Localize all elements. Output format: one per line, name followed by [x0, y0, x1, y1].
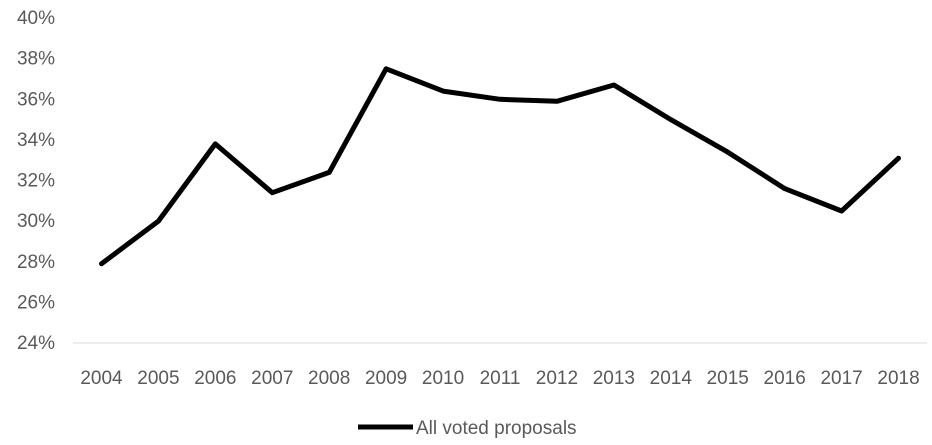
- x-tick-label: 2004: [80, 368, 123, 389]
- y-tick-label: 36%: [17, 89, 55, 110]
- y-axis-tick-labels: 24% 26% 28% 30% 32% 34% 36% 38% 40%: [17, 8, 55, 354]
- x-tick-label: 2018: [877, 368, 919, 389]
- series-line: [99, 66, 901, 267]
- y-tick-label: 40%: [17, 8, 55, 29]
- series-lines: [99, 66, 901, 267]
- y-tick-label: 34%: [17, 130, 55, 151]
- x-tick-label: 2013: [593, 368, 635, 389]
- x-tick-label: 2010: [422, 368, 464, 389]
- x-axis-tick-labels: 2004 2005 2006 2007 2008 2009 2010 2011 2012 2013…: [80, 368, 919, 389]
- legend: All voted proposals: [358, 418, 577, 439]
- x-tick-label: 2012: [536, 368, 578, 389]
- x-tick-label: 2014: [650, 368, 693, 389]
- y-tick-label: 30%: [17, 211, 55, 232]
- x-tick-label: 2005: [137, 368, 179, 389]
- y-tick-label: 26%: [17, 292, 55, 313]
- y-tick-label: 32%: [17, 171, 55, 192]
- x-tick-label: 2017: [820, 368, 862, 389]
- x-tick-label: 2008: [308, 368, 350, 389]
- x-tick-label: 2007: [251, 368, 293, 389]
- x-tick-label: 2009: [365, 368, 407, 389]
- y-tick-label: 38%: [17, 49, 55, 70]
- legend-label: All voted proposals: [416, 418, 577, 439]
- x-tick-label: 2016: [764, 368, 806, 389]
- x-tick-label: 2015: [707, 368, 749, 389]
- x-tick-label: 2006: [194, 368, 236, 389]
- y-tick-label: 24%: [17, 333, 55, 354]
- y-tick-label: 28%: [17, 252, 55, 273]
- x-tick-label: 2011: [480, 368, 521, 389]
